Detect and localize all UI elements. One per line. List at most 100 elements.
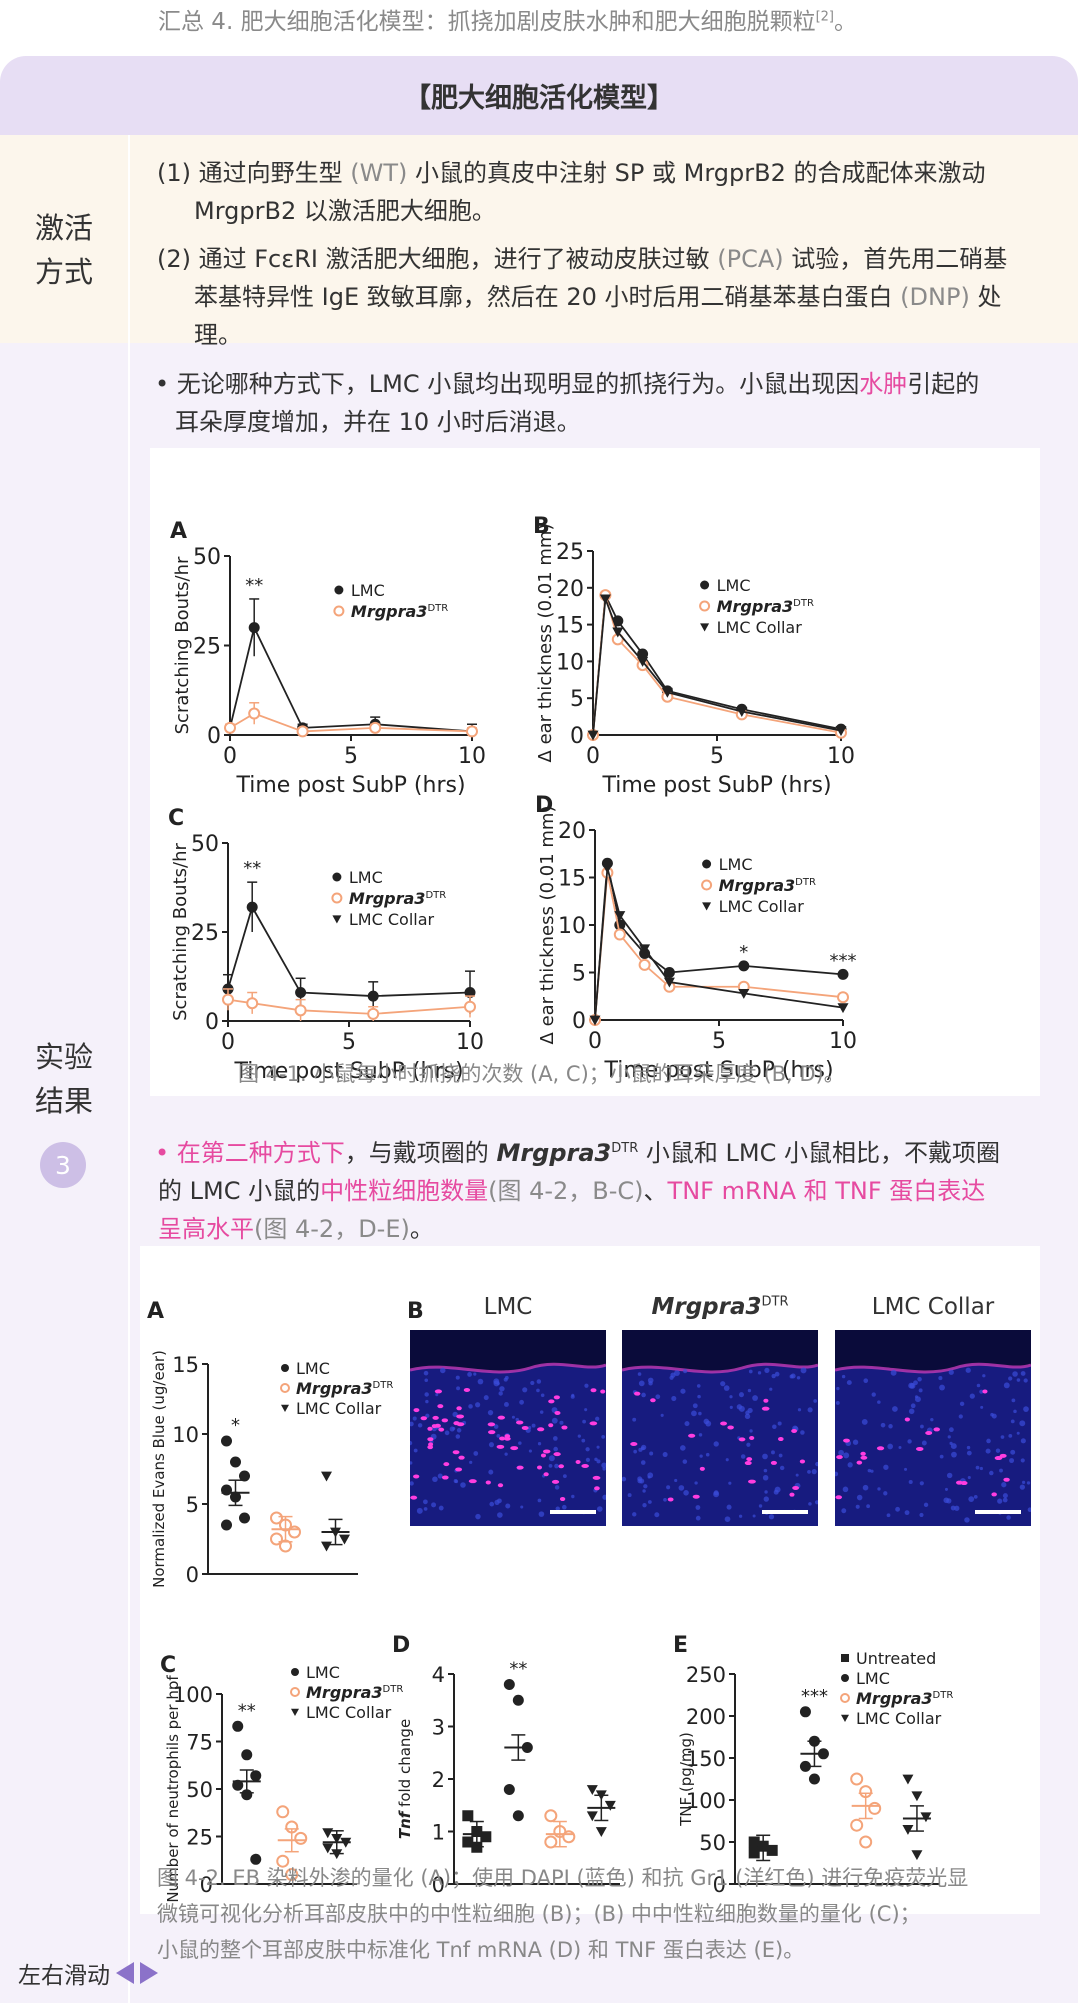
dapi-nucleus	[473, 1451, 479, 1456]
series-line	[592, 594, 842, 736]
dapi-nucleus	[835, 1400, 840, 1405]
data-point	[587, 730, 599, 741]
y-tick-label: 0	[432, 1873, 445, 1897]
gr1-cell	[876, 1446, 885, 1451]
dapi-nucleus	[1012, 1371, 1018, 1377]
legend-marker	[332, 915, 342, 924]
legend-marker	[332, 872, 342, 882]
y-tick-label: 5	[570, 687, 584, 712]
gr1-cell	[748, 1479, 756, 1484]
dapi-nucleus	[908, 1408, 915, 1415]
dapi-nucleus	[835, 1471, 839, 1477]
significance-mark: **	[245, 575, 263, 596]
dapi-nucleus	[503, 1377, 508, 1382]
dapi-nucleus	[969, 1393, 975, 1399]
dapi-nucleus	[423, 1499, 428, 1505]
chart-C: C 0 25 50 0 5 10 Time post SubP (hrs) Scratching…	[168, 806, 484, 1084]
x-tick-label: 5	[342, 1030, 356, 1055]
y-tick-label: 3	[432, 1716, 445, 1740]
dapi-nucleus	[638, 1380, 645, 1387]
y-tick-label: 4	[432, 1663, 445, 1687]
legend-label: Mrgpra3DTR	[306, 1683, 403, 1702]
legend-label: Mrgpra3DTR	[296, 1379, 393, 1398]
dapi-nucleus	[836, 1386, 840, 1391]
dapi-nucleus	[548, 1463, 553, 1468]
data-point	[322, 1843, 334, 1854]
dapi-nucleus	[738, 1392, 744, 1398]
panel-letter: D	[392, 1633, 410, 1658]
data-point	[232, 1779, 244, 1791]
dapi-nucleus	[923, 1502, 929, 1508]
dapi-nucleus	[887, 1443, 894, 1450]
dapi-nucleus	[698, 1433, 703, 1437]
gr1-cell	[960, 1481, 968, 1486]
dapi-nucleus	[475, 1513, 481, 1520]
dapi-nucleus	[642, 1503, 647, 1508]
dapi-nucleus	[416, 1507, 423, 1514]
data-point	[586, 1785, 598, 1795]
dapi-nucleus	[536, 1379, 542, 1384]
swipe-hint[interactable]: 左右滑动	[18, 1956, 158, 1990]
data-point	[285, 1868, 299, 1881]
y-axis-label: Δ ear thickness (0.01 mm)	[537, 806, 558, 1045]
gr1-cell	[925, 1431, 933, 1436]
dapi-nucleus	[561, 1504, 567, 1510]
dapi-nucleus	[475, 1402, 481, 1408]
scale-bar	[762, 1510, 808, 1514]
x-tick-label: 10	[827, 744, 855, 769]
gr1-cell	[456, 1406, 462, 1411]
legend-label: Mrgpra3DTR	[717, 597, 814, 616]
dapi-nucleus	[641, 1392, 646, 1398]
legend-label: LMC	[296, 1359, 330, 1378]
dapi-nucleus	[469, 1460, 473, 1464]
dapi-nucleus	[467, 1372, 472, 1377]
dapi-nucleus	[455, 1434, 461, 1439]
y-axis-gene: Tnf	[396, 1809, 414, 1839]
arrow-right-icon[interactable]	[140, 1962, 158, 1984]
dapi-nucleus	[989, 1470, 994, 1476]
dapi-nucleus	[655, 1394, 661, 1400]
panel-title: 【肥大细胞活化模型】	[0, 56, 1078, 135]
data-point	[544, 1835, 558, 1849]
gr1-cell	[791, 1428, 798, 1433]
dapi-nucleus	[477, 1378, 484, 1385]
tissue-layer	[622, 1364, 818, 1526]
dapi-nucleus	[627, 1493, 632, 1498]
dapi-nucleus	[1019, 1484, 1026, 1490]
dapi-nucleus	[729, 1395, 733, 1399]
dapi-nucleus	[713, 1441, 719, 1447]
y-tick-label: 150	[686, 1747, 726, 1771]
dapi-nucleus	[723, 1385, 730, 1391]
data-point	[638, 958, 651, 971]
gr1-cell	[420, 1416, 428, 1421]
arrow-left-icon[interactable]	[116, 1962, 134, 1984]
y-tick-label: 15	[558, 867, 586, 892]
data-point	[837, 968, 849, 980]
series-line	[592, 591, 842, 736]
dapi-nucleus	[692, 1403, 698, 1409]
gr1-cell	[600, 1389, 606, 1394]
dapi-nucleus	[908, 1382, 915, 1389]
dapi-nucleus	[423, 1507, 428, 1511]
legend-marker	[702, 859, 712, 869]
dapi-nucleus	[747, 1407, 753, 1414]
gr1-cell	[413, 1474, 420, 1479]
x-tick-label: 0	[586, 744, 600, 769]
data-point	[295, 987, 307, 999]
dapi-nucleus	[425, 1399, 429, 1404]
dapi-nucleus	[488, 1469, 494, 1475]
gr1-cell	[553, 1452, 561, 1457]
dapi-nucleus	[855, 1504, 860, 1509]
x-tick-label: 5	[710, 744, 724, 769]
gr1-cell	[536, 1465, 543, 1470]
dapi-nucleus	[622, 1476, 627, 1482]
gr1-cell	[441, 1418, 449, 1423]
data-point	[250, 1770, 262, 1782]
data-point	[294, 1831, 308, 1845]
dapi-nucleus	[695, 1505, 701, 1510]
dapi-nucleus	[979, 1389, 984, 1394]
y-tick-label: 250	[686, 1663, 726, 1687]
data-point	[911, 1850, 923, 1861]
dapi-nucleus	[438, 1505, 444, 1511]
dapi-nucleus	[774, 1371, 780, 1377]
